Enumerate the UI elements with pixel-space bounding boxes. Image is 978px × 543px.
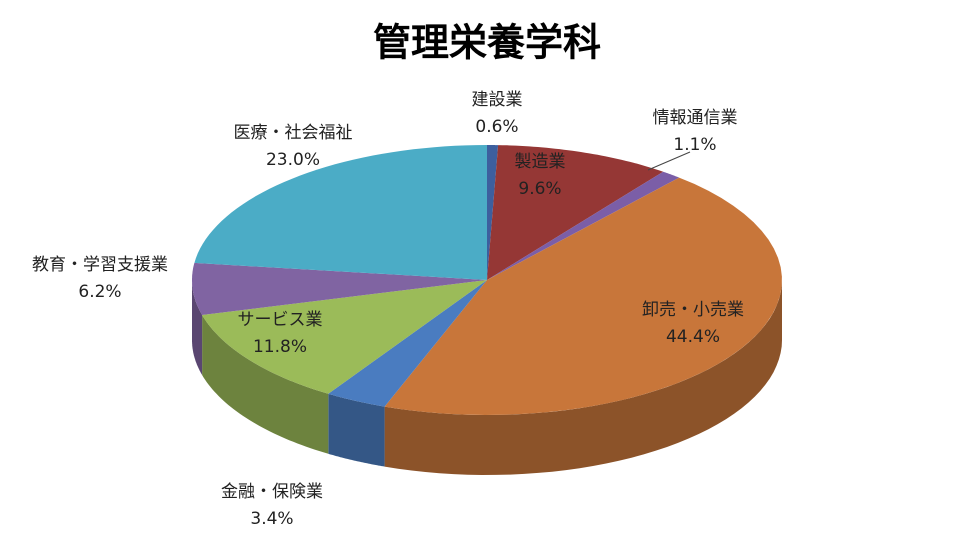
slice: [194, 145, 487, 280]
chart-title: 管理栄養学科: [373, 21, 601, 65]
slice: [192, 262, 487, 315]
slice-label: 建設業: [472, 90, 523, 110]
slice-side: [384, 280, 782, 475]
slice: [487, 171, 680, 280]
slice-label: 教育・学習支援業: [32, 255, 168, 275]
value-label: 6.2%: [78, 282, 121, 302]
value-label: 0.6%: [475, 117, 518, 137]
slice-label: サービス業: [238, 310, 323, 330]
value-label: 3.4%: [250, 509, 293, 529]
slice-label: 医療・社会福祉: [234, 123, 353, 143]
value-label: 1.1%: [673, 135, 716, 155]
slice: [202, 280, 487, 394]
slice-side: [328, 393, 385, 467]
value-label: 9.6%: [518, 179, 561, 199]
slice-label: 金融・保険業: [221, 482, 323, 502]
slice-label: 情報通信業: [653, 108, 738, 128]
slice: [328, 280, 487, 407]
slice: [384, 177, 782, 415]
value-label: 11.8%: [253, 337, 307, 357]
slice-side: [202, 315, 329, 454]
value-label: 44.4%: [666, 327, 720, 347]
leader-line: [647, 151, 691, 171]
slice: [487, 145, 664, 280]
value-label: 23.0%: [266, 150, 320, 170]
slice-label: 卸売・小売業: [642, 300, 744, 320]
slice-label: 製造業: [515, 152, 566, 172]
slice: [487, 145, 499, 280]
slice-side: [192, 280, 203, 375]
